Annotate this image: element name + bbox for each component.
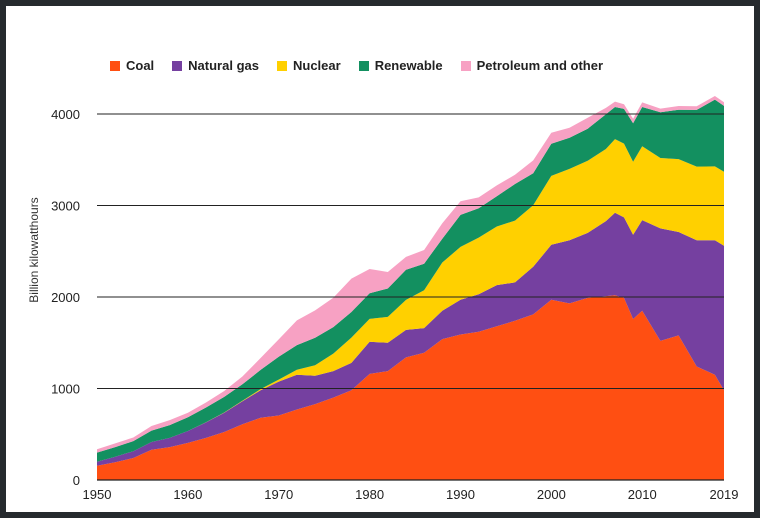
x-tick-label: 2010 — [628, 487, 657, 502]
x-tick-label: 1990 — [446, 487, 475, 502]
legend-label-natural-gas: Natural gas — [188, 58, 259, 73]
legend-swatch-renewable — [358, 60, 369, 71]
legend-swatch-coal — [110, 60, 120, 71]
legend-swatch-natural-gas — [172, 60, 183, 71]
x-tick-label: 2000 — [537, 487, 566, 502]
y-tick-label: 2000 — [51, 290, 80, 305]
legend-item-nuclear: Nuclear — [276, 58, 341, 73]
y-tick-label: 1000 — [51, 382, 80, 397]
legend-label-renewable: Renewable — [374, 58, 443, 73]
legend-item-renewable: Renewable — [358, 58, 443, 73]
legend-item-petroleum: Petroleum and other — [460, 58, 604, 73]
y-tick-label: 4000 — [51, 107, 80, 122]
y-tick-label: 3000 — [51, 199, 80, 214]
legend-label-nuclear: Nuclear — [292, 58, 341, 73]
area-natural-gas — [97, 212, 724, 466]
area-nuclear — [97, 139, 724, 462]
x-tick-label: 2019 — [710, 487, 739, 502]
legend-item-coal: Coal — [110, 58, 154, 73]
legend-label-coal: Coal — [126, 58, 155, 73]
gridlines — [97, 113, 724, 481]
legend-item-natural-gas: Natural gas — [172, 58, 259, 73]
legend-label-petroleum: Petroleum and other — [476, 58, 604, 73]
area-renewable — [97, 99, 724, 462]
x-tick-label: 1980 — [355, 487, 384, 502]
chart-legend: Coal Natural gas Nuclear Renewable Petro… — [110, 58, 603, 73]
area-layers — [97, 96, 724, 480]
x-tick-label: 1960 — [173, 487, 202, 502]
legend-swatch-nuclear — [276, 60, 287, 71]
legend-swatch-petroleum — [460, 60, 471, 71]
x-tick-labels: 1950 1960 1970 1980 1990 2000 2010 2019 — [83, 487, 739, 502]
y-tick-label: 0 — [73, 473, 80, 488]
x-tick-label: 1970 — [264, 487, 293, 502]
y-tick-labels: 0 1000 2000 3000 4000 — [51, 107, 80, 488]
x-tick-label: 1950 — [83, 487, 112, 502]
area-coal — [97, 295, 724, 480]
